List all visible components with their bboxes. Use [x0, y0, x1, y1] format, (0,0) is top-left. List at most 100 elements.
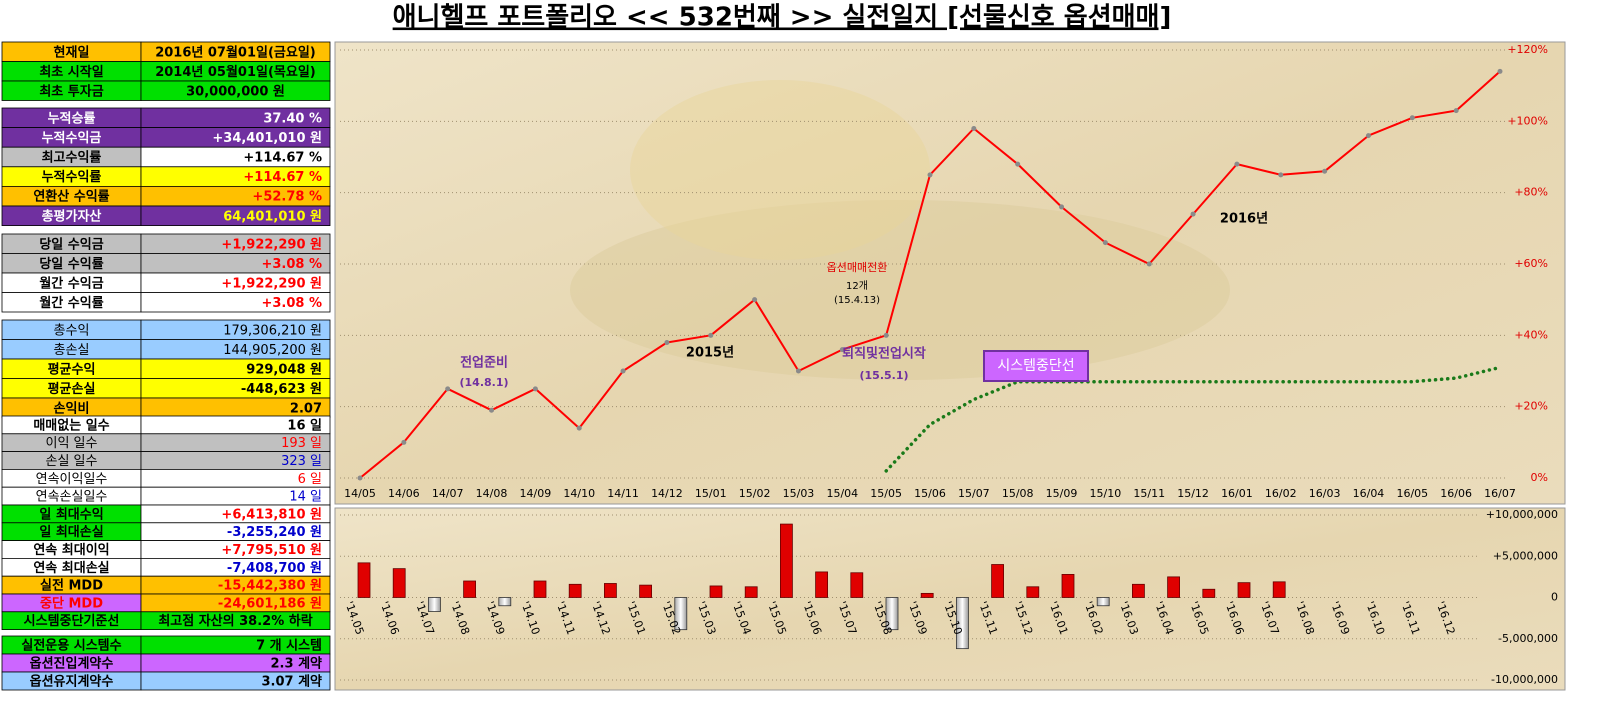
x-tick-label: 16/07: [1484, 487, 1516, 500]
bar: [1202, 588, 1216, 598]
annotation: (15.4.13): [834, 295, 880, 306]
row-label: 연환산 수익률: [33, 189, 109, 205]
x-tick-label: 15/04: [826, 487, 858, 500]
point: [839, 347, 845, 353]
bar: [1237, 582, 1251, 598]
x-tick-label: 14/06: [388, 487, 420, 500]
bar: [392, 568, 406, 598]
point: [1146, 261, 1152, 267]
row-label: 평균손실: [48, 381, 96, 397]
row-label: 손익비: [54, 400, 90, 416]
annotation: 2016년: [1220, 212, 1268, 227]
row-value: +114.67 %: [243, 170, 322, 185]
row-value: 최고점 자산의 38.2% 하락: [158, 613, 312, 629]
point: [445, 386, 451, 392]
row-label: 연속손실일수: [36, 490, 108, 505]
stop-line: [884, 365, 1502, 473]
point: [532, 386, 538, 392]
bar: [1096, 597, 1110, 607]
row-value: +7,795,510 원: [221, 543, 322, 558]
row-value: 6 일: [298, 472, 322, 487]
point: [1102, 240, 1108, 246]
x-tick-label: 16/02: [1265, 487, 1297, 500]
point: [927, 172, 933, 178]
row-label: 매매없는 일수: [33, 418, 109, 433]
bar: [674, 597, 688, 631]
row-value: 7 개 시스템: [256, 639, 322, 654]
row-value: 193 일: [281, 436, 322, 451]
point: [1497, 68, 1503, 74]
row-value: 30,000,000 원: [186, 84, 285, 99]
bar: [709, 585, 723, 598]
point: [708, 332, 714, 338]
row-label: 당일 수익금: [39, 236, 103, 252]
row-label: 누적수익률: [42, 169, 102, 185]
annotation: 옵션매매전환: [827, 261, 888, 274]
y-tick-label: +40%: [1514, 328, 1548, 341]
row-label: 옵션유지계약수: [30, 674, 114, 690]
row-label: 평균수익: [48, 361, 96, 377]
row-value: +3.08 %: [261, 257, 322, 272]
x-tick-label: 15/03: [783, 487, 815, 500]
annotation: (15.5.1): [859, 369, 908, 382]
row-value: 64,401,010 원: [223, 209, 322, 224]
bar: [1026, 586, 1040, 598]
bar: [604, 583, 617, 598]
x-tick-label: 14/05: [344, 487, 376, 500]
row-value: 37.40 %: [263, 111, 322, 126]
bar: [1061, 574, 1075, 598]
x-tick-label: 16/03: [1309, 487, 1341, 500]
row-label: 월간 수익금: [39, 275, 103, 291]
bar: [568, 583, 582, 598]
value-cell: [140, 292, 331, 313]
x-tick-label: 15/07: [958, 487, 990, 500]
row-label: 일 최대수익: [39, 506, 103, 522]
bar: [639, 584, 652, 598]
row-label: 최초 시작일: [39, 64, 103, 80]
row-value: 929,048 원: [246, 362, 322, 377]
row-value: 2016년 07월01일(금요일): [155, 44, 316, 60]
y-tick-label: -5,000,000: [1498, 632, 1558, 645]
row-label: 연속 최대이익: [33, 542, 109, 558]
point: [620, 368, 626, 374]
x-tick-label: 14/09: [520, 487, 552, 500]
row-value: 16 일: [287, 418, 322, 433]
row-value: +1,922,290 원: [221, 237, 322, 252]
point: [752, 297, 758, 303]
row-label: 시스템중단기준선: [24, 613, 120, 629]
row-value: +1,922,290 원: [221, 276, 322, 291]
value-cell: [140, 671, 331, 691]
x-tick-label: 16/06: [1440, 487, 1472, 500]
row-label: 누적수익금: [42, 130, 102, 146]
x-tick-label: 15/12: [1177, 487, 1209, 500]
bar: [498, 597, 512, 607]
bar: [1132, 583, 1145, 598]
row-label: 일 최대손실: [39, 524, 103, 540]
x-tick-label: 15/06: [914, 487, 946, 500]
point: [401, 439, 407, 445]
bar: [815, 571, 828, 598]
row-label: 누적승률: [48, 110, 96, 126]
y-tick-label: +100%: [1507, 114, 1548, 127]
x-tick-label: 14/10: [563, 487, 595, 500]
y-tick-label: +20%: [1514, 400, 1548, 413]
row-label: 현재일: [54, 44, 90, 60]
row-label: 실전 MDD: [40, 578, 103, 594]
bar: [533, 580, 547, 598]
value-cell: [140, 80, 331, 101]
page-title: 애니헬프 포트폴리오 << 532번째 >> 실전일지 [선물신호 옵션매매]: [393, 3, 1172, 33]
bar: [1272, 581, 1286, 598]
y-tick-label: +10,000,000: [1486, 508, 1558, 521]
bar: [991, 564, 1004, 598]
row-label: 최초 투자금: [39, 84, 103, 99]
row-label: 손실 일수: [46, 454, 98, 469]
annotation: 시스템중단선: [997, 358, 1074, 374]
row-label: 당일 수익률: [39, 256, 103, 272]
bar: [780, 523, 793, 598]
row-label: 연속 최대손실: [33, 560, 109, 576]
bar: [885, 597, 899, 631]
annotation: (14.8.1): [459, 376, 508, 389]
x-tick-label: 16/04: [1353, 487, 1385, 500]
x-tick-label: 14/07: [432, 487, 464, 500]
